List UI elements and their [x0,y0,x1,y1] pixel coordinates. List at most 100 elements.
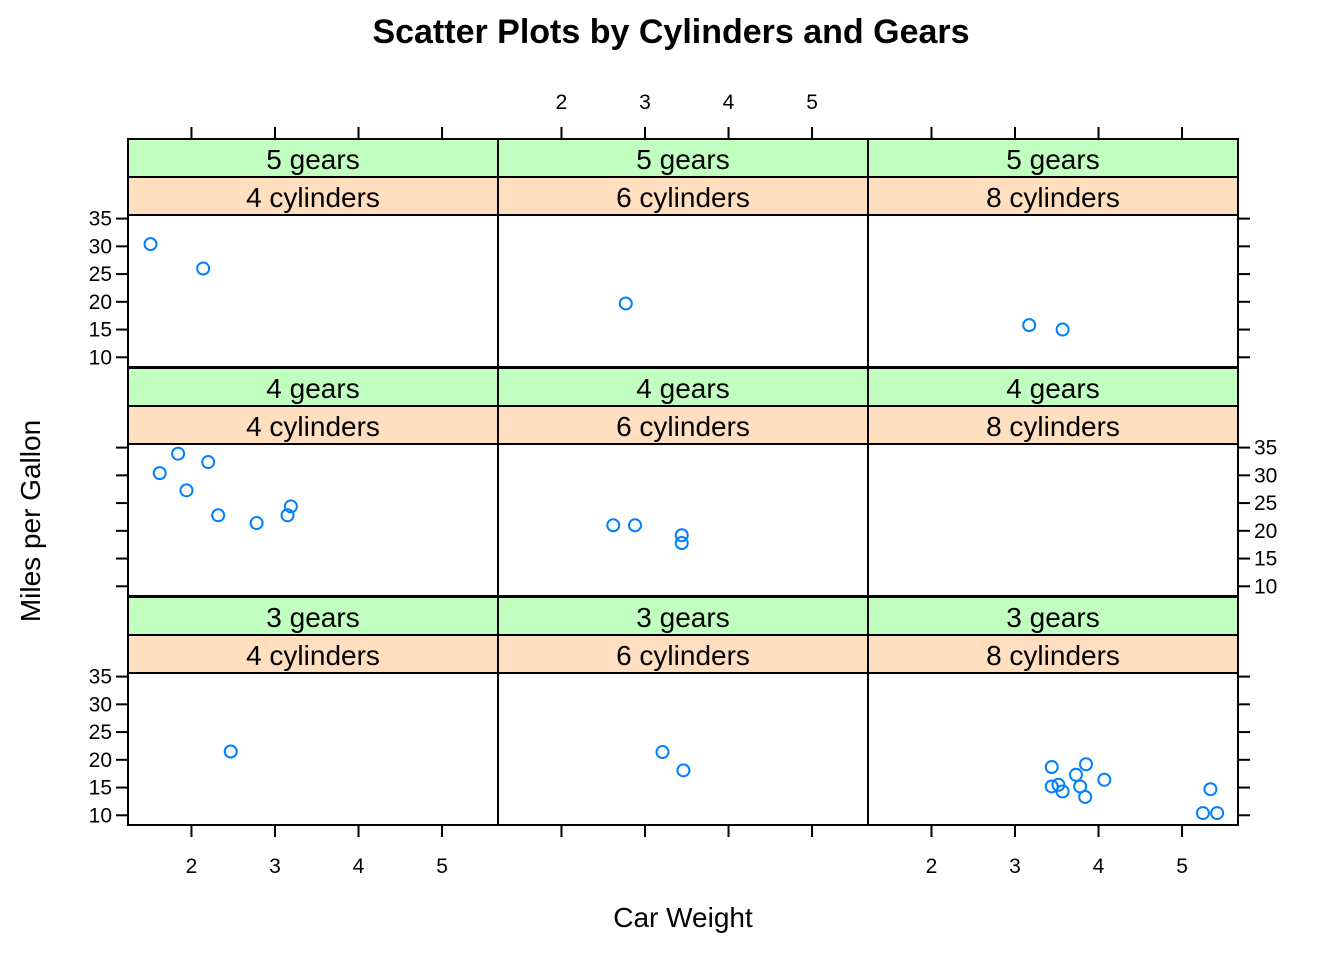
panel-plot-area [127,214,499,368]
cylinder-strip-label: 8 cylinders [986,640,1120,671]
y-tick-label-left: 30 [89,235,112,258]
panel-2-2: 4 gears 6 cylinders [497,367,869,597]
gear-strip [867,367,1239,407]
x-tick-label-top: 3 [639,91,651,114]
x-tick-label-bottom: 2 [186,855,198,878]
panel-2-3: 4 gears 8 cylinders [867,367,1239,597]
x-tick-label-bottom: 5 [436,855,448,878]
panel-1-3: 5 gears 8 cylinders [867,138,1239,368]
panel-plot-area [867,214,1239,368]
x-tick-label-bottom: 5 [1176,855,1188,878]
data-point [676,763,691,778]
y-tick-label-left: 25 [89,721,112,744]
x-tick-label-bottom: 2 [926,855,938,878]
data-point [1044,760,1059,775]
cylinder-strip [127,176,499,216]
panel-plot-area [867,443,1239,597]
data-point [606,518,621,533]
gear-strip-label: 5 gears [636,144,729,175]
cylinder-strip-label: 6 cylinders [616,640,750,671]
panel-plot-area [867,672,1239,826]
x-tick-label-bottom: 4 [353,855,365,878]
y-tick-label-right: 30 [1254,464,1277,487]
y-tick-label-right: 20 [1254,520,1277,543]
cylinder-strip [127,634,499,674]
data-point [1078,789,1093,804]
x-tick-label-bottom: 3 [1009,855,1021,878]
data-point [152,466,167,481]
x-tick-label-bottom: 3 [269,855,281,878]
y-tick-label-left: 25 [89,263,112,286]
x-tick-label-top: 4 [723,91,735,114]
cylinder-strip [867,634,1239,674]
gear-strip-label: 5 gears [1006,144,1099,175]
data-point [1055,784,1070,799]
y-tick-label-left: 20 [89,291,112,314]
y-tick-label-right: 25 [1254,492,1277,515]
gear-strip-label: 4 gears [266,373,359,404]
panel-plot-area [497,214,869,368]
y-tick-label-left: 35 [89,208,112,231]
y-tick-label-right: 15 [1254,548,1277,571]
panel-plot-area [497,443,869,597]
cylinder-strip-label: 4 cylinders [246,411,380,442]
data-point [171,446,186,461]
data-point [1068,767,1083,782]
cylinder-strip-label: 6 cylinders [616,182,750,213]
cylinder-strip-label: 4 cylinders [246,182,380,213]
y-tick-label-left: 20 [89,749,112,772]
data-point [1078,757,1093,772]
y-tick-label-left: 35 [89,666,112,689]
cylinder-strip-label: 8 cylinders [986,411,1120,442]
cylinder-strip-label: 6 cylinders [616,411,750,442]
data-point [1097,772,1112,787]
data-point [655,745,670,760]
cylinder-strip [127,405,499,445]
gear-strip [127,138,499,178]
panel-plot-area [127,443,499,597]
data-point [1055,322,1070,337]
panel-1-2: 5 gears 6 cylinders [497,138,869,368]
gear-strip [867,596,1239,636]
gear-strip-label: 5 gears [266,144,359,175]
y-tick-label-right: 10 [1254,575,1277,598]
chart-title: Scatter Plots by Cylinders and Gears [372,13,969,51]
cylinder-strip-label: 4 cylinders [246,640,380,671]
gear-strip-label: 3 gears [266,602,359,633]
y-tick-label-left: 15 [89,319,112,342]
data-point [674,536,689,551]
data-point [201,455,216,470]
gear-strip-label: 4 gears [636,373,729,404]
data-point [1195,806,1210,821]
data-point [618,296,633,311]
data-point [280,508,295,523]
y-tick-label-left: 30 [89,693,112,716]
data-point [223,744,238,759]
data-point [1203,782,1218,797]
panel-1-1: 5 gears 4 cylinders [127,138,499,368]
y-axis-label: Miles per Gallon [15,420,46,622]
cylinder-strip-label: 8 cylinders [986,182,1120,213]
y-tick-label-left: 15 [89,777,112,800]
y-tick-label-left: 10 [89,804,112,827]
gear-strip-label: 4 gears [1006,373,1099,404]
data-point [249,516,264,531]
data-point [627,518,642,533]
data-point [1022,318,1037,333]
x-tick-label-top: 5 [806,91,818,114]
panel-2-1: 4 gears 4 cylinders [127,367,499,597]
gear-strip-label: 3 gears [636,602,729,633]
x-axis-label: Car Weight [613,902,753,933]
data-point [211,508,226,523]
x-tick-label-bottom: 4 [1093,855,1105,878]
x-tick-label-top: 2 [556,91,568,114]
data-point [1210,806,1225,821]
data-point [674,528,689,543]
data-point [196,261,211,276]
panel-3-3: 3 gears 8 cylinders [867,596,1239,826]
gear-strip-label: 3 gears [1006,602,1099,633]
panel-3-1: 3 gears 4 cylinders [127,596,499,826]
data-point [283,499,298,514]
data-point [179,483,194,498]
